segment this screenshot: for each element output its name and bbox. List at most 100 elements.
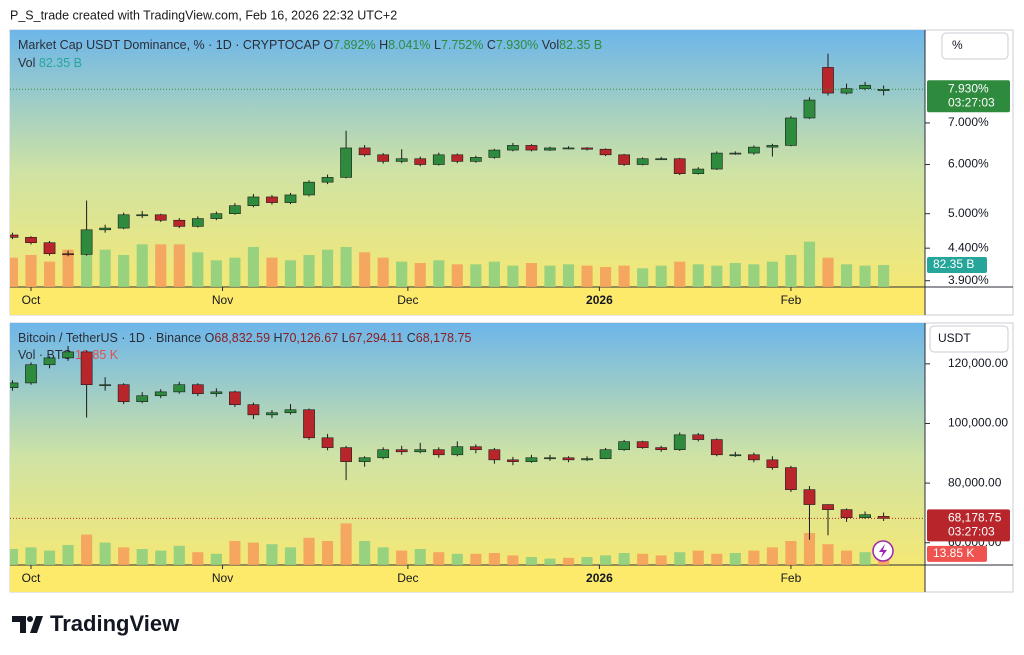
volume-bar: [414, 549, 426, 565]
candle-body: [785, 117, 797, 146]
ohlc-value: 7.752%: [441, 38, 483, 52]
volume-bar: [43, 550, 56, 565]
volume-bar: [99, 249, 111, 287]
volume-bar: [711, 265, 723, 287]
volume-bar: [118, 547, 130, 565]
volume-bar: [711, 553, 723, 565]
candle-body: [191, 384, 204, 394]
scale-button-label[interactable]: USDT: [938, 331, 971, 345]
candle-body: [451, 446, 464, 456]
volume-bar: [840, 264, 853, 287]
candle-body: [10, 382, 19, 388]
plot: [10, 345, 890, 565]
brand-name: TradingView: [50, 611, 180, 636]
scale-button[interactable]: [929, 325, 1009, 353]
candle-body: [599, 148, 612, 156]
legend-header: Bitcoin / TetherUS · 1D · Binance O68,83…: [18, 331, 471, 345]
candle-body: [692, 434, 705, 440]
scale-button-label[interactable]: %: [952, 38, 963, 52]
candle-body: [729, 152, 742, 155]
candle-body: [99, 227, 112, 231]
volume-bar: [544, 558, 556, 565]
volume-bar: [229, 541, 241, 565]
x-tick-label: Feb: [781, 571, 802, 585]
candle-body: [80, 351, 93, 386]
volume-bar: [155, 550, 167, 565]
candle-body: [210, 391, 223, 394]
candle-body: [469, 157, 482, 162]
volume-bar: [785, 541, 797, 565]
volume-bar: [785, 255, 797, 287]
volume-bar: [192, 552, 204, 565]
volume-bar: [136, 244, 148, 287]
x-tick-label: Nov: [212, 293, 233, 307]
volume-bar: [581, 557, 593, 565]
candle-body: [266, 196, 278, 203]
candle-body: [414, 158, 427, 165]
last-price-label: 68,178.75: [948, 511, 1002, 525]
candle-body: [673, 158, 686, 174]
last-price-label: 7.930%: [948, 81, 989, 95]
candle-body: [25, 237, 37, 244]
volume-bar: [525, 557, 538, 565]
candle-body: [62, 253, 74, 256]
volume-bar: [600, 555, 612, 565]
y-tick-label: 6.000%: [948, 157, 989, 171]
ohlc-key: O: [323, 38, 333, 52]
candle-body: [247, 196, 260, 207]
volume-bar: [488, 261, 500, 287]
candle-body: [136, 214, 149, 217]
volume-bar: [99, 542, 111, 565]
volume-bar: [377, 547, 389, 565]
candle-body: [247, 404, 260, 416]
candle-body: [859, 514, 871, 518]
y-tick-label: 100,000.00: [948, 416, 1008, 430]
volume-key: Vol · BTC: [18, 348, 72, 362]
candle-body: [340, 447, 352, 462]
volume-bar: [766, 547, 778, 565]
volume-bar: [210, 260, 222, 287]
volume-bar: [192, 252, 204, 287]
candle-body: [62, 351, 74, 359]
candle-body: [117, 384, 130, 403]
y-tick-label: 4.400%: [948, 240, 989, 254]
scale-button[interactable]: [941, 32, 1009, 60]
volume-bar: [655, 265, 667, 287]
volume-bar: [692, 264, 704, 287]
volume-bar: [340, 523, 352, 565]
ohlc-value: 67,294.11: [349, 331, 404, 345]
candle-body: [692, 168, 705, 174]
y-tick-label: 120,000.00: [948, 356, 1008, 370]
volume-bar: [674, 552, 686, 565]
volume-tag: [927, 257, 987, 274]
candle-body: [785, 467, 797, 490]
volume-bar: [878, 265, 890, 287]
volume-bar: [803, 533, 816, 565]
candle-body: [154, 214, 167, 221]
candle-body: [488, 149, 501, 158]
brand-logo: [12, 616, 43, 633]
ohlc-value: 8.041%: [388, 38, 430, 52]
candle-body: [636, 441, 649, 448]
candle-body: [599, 449, 612, 459]
volume-bar: [525, 263, 538, 287]
ohlc-key: O: [205, 331, 215, 345]
volume-bar: [859, 552, 871, 565]
candle-body: [395, 449, 408, 453]
ohlc-value: 7.930%: [496, 38, 538, 52]
candle-body: [822, 504, 834, 510]
x-tick-label: Oct: [22, 293, 41, 307]
ohlc-key: H: [379, 38, 388, 52]
candle-body: [43, 242, 56, 255]
time-axis-background: [10, 565, 925, 592]
volume-bar: [470, 264, 482, 287]
volume-bar: [303, 537, 315, 565]
y-tick-label: 80,000.00: [948, 475, 1002, 489]
volume-bar: [81, 244, 93, 287]
candle-body: [173, 219, 186, 227]
volume-key: Vol: [542, 38, 559, 52]
volume-bar: [10, 257, 19, 287]
candle-body: [358, 457, 371, 462]
volume-bar: [173, 244, 185, 287]
candle-body: [636, 158, 649, 165]
